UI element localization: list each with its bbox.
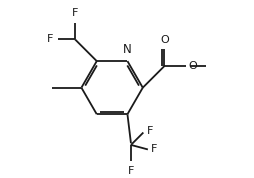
Text: F: F <box>72 8 78 18</box>
Text: F: F <box>47 34 54 44</box>
Text: N: N <box>123 43 132 56</box>
Text: F: F <box>151 145 157 155</box>
Text: F: F <box>147 126 153 136</box>
Text: O: O <box>160 35 169 44</box>
Text: O: O <box>189 61 197 71</box>
Text: F: F <box>128 166 134 176</box>
